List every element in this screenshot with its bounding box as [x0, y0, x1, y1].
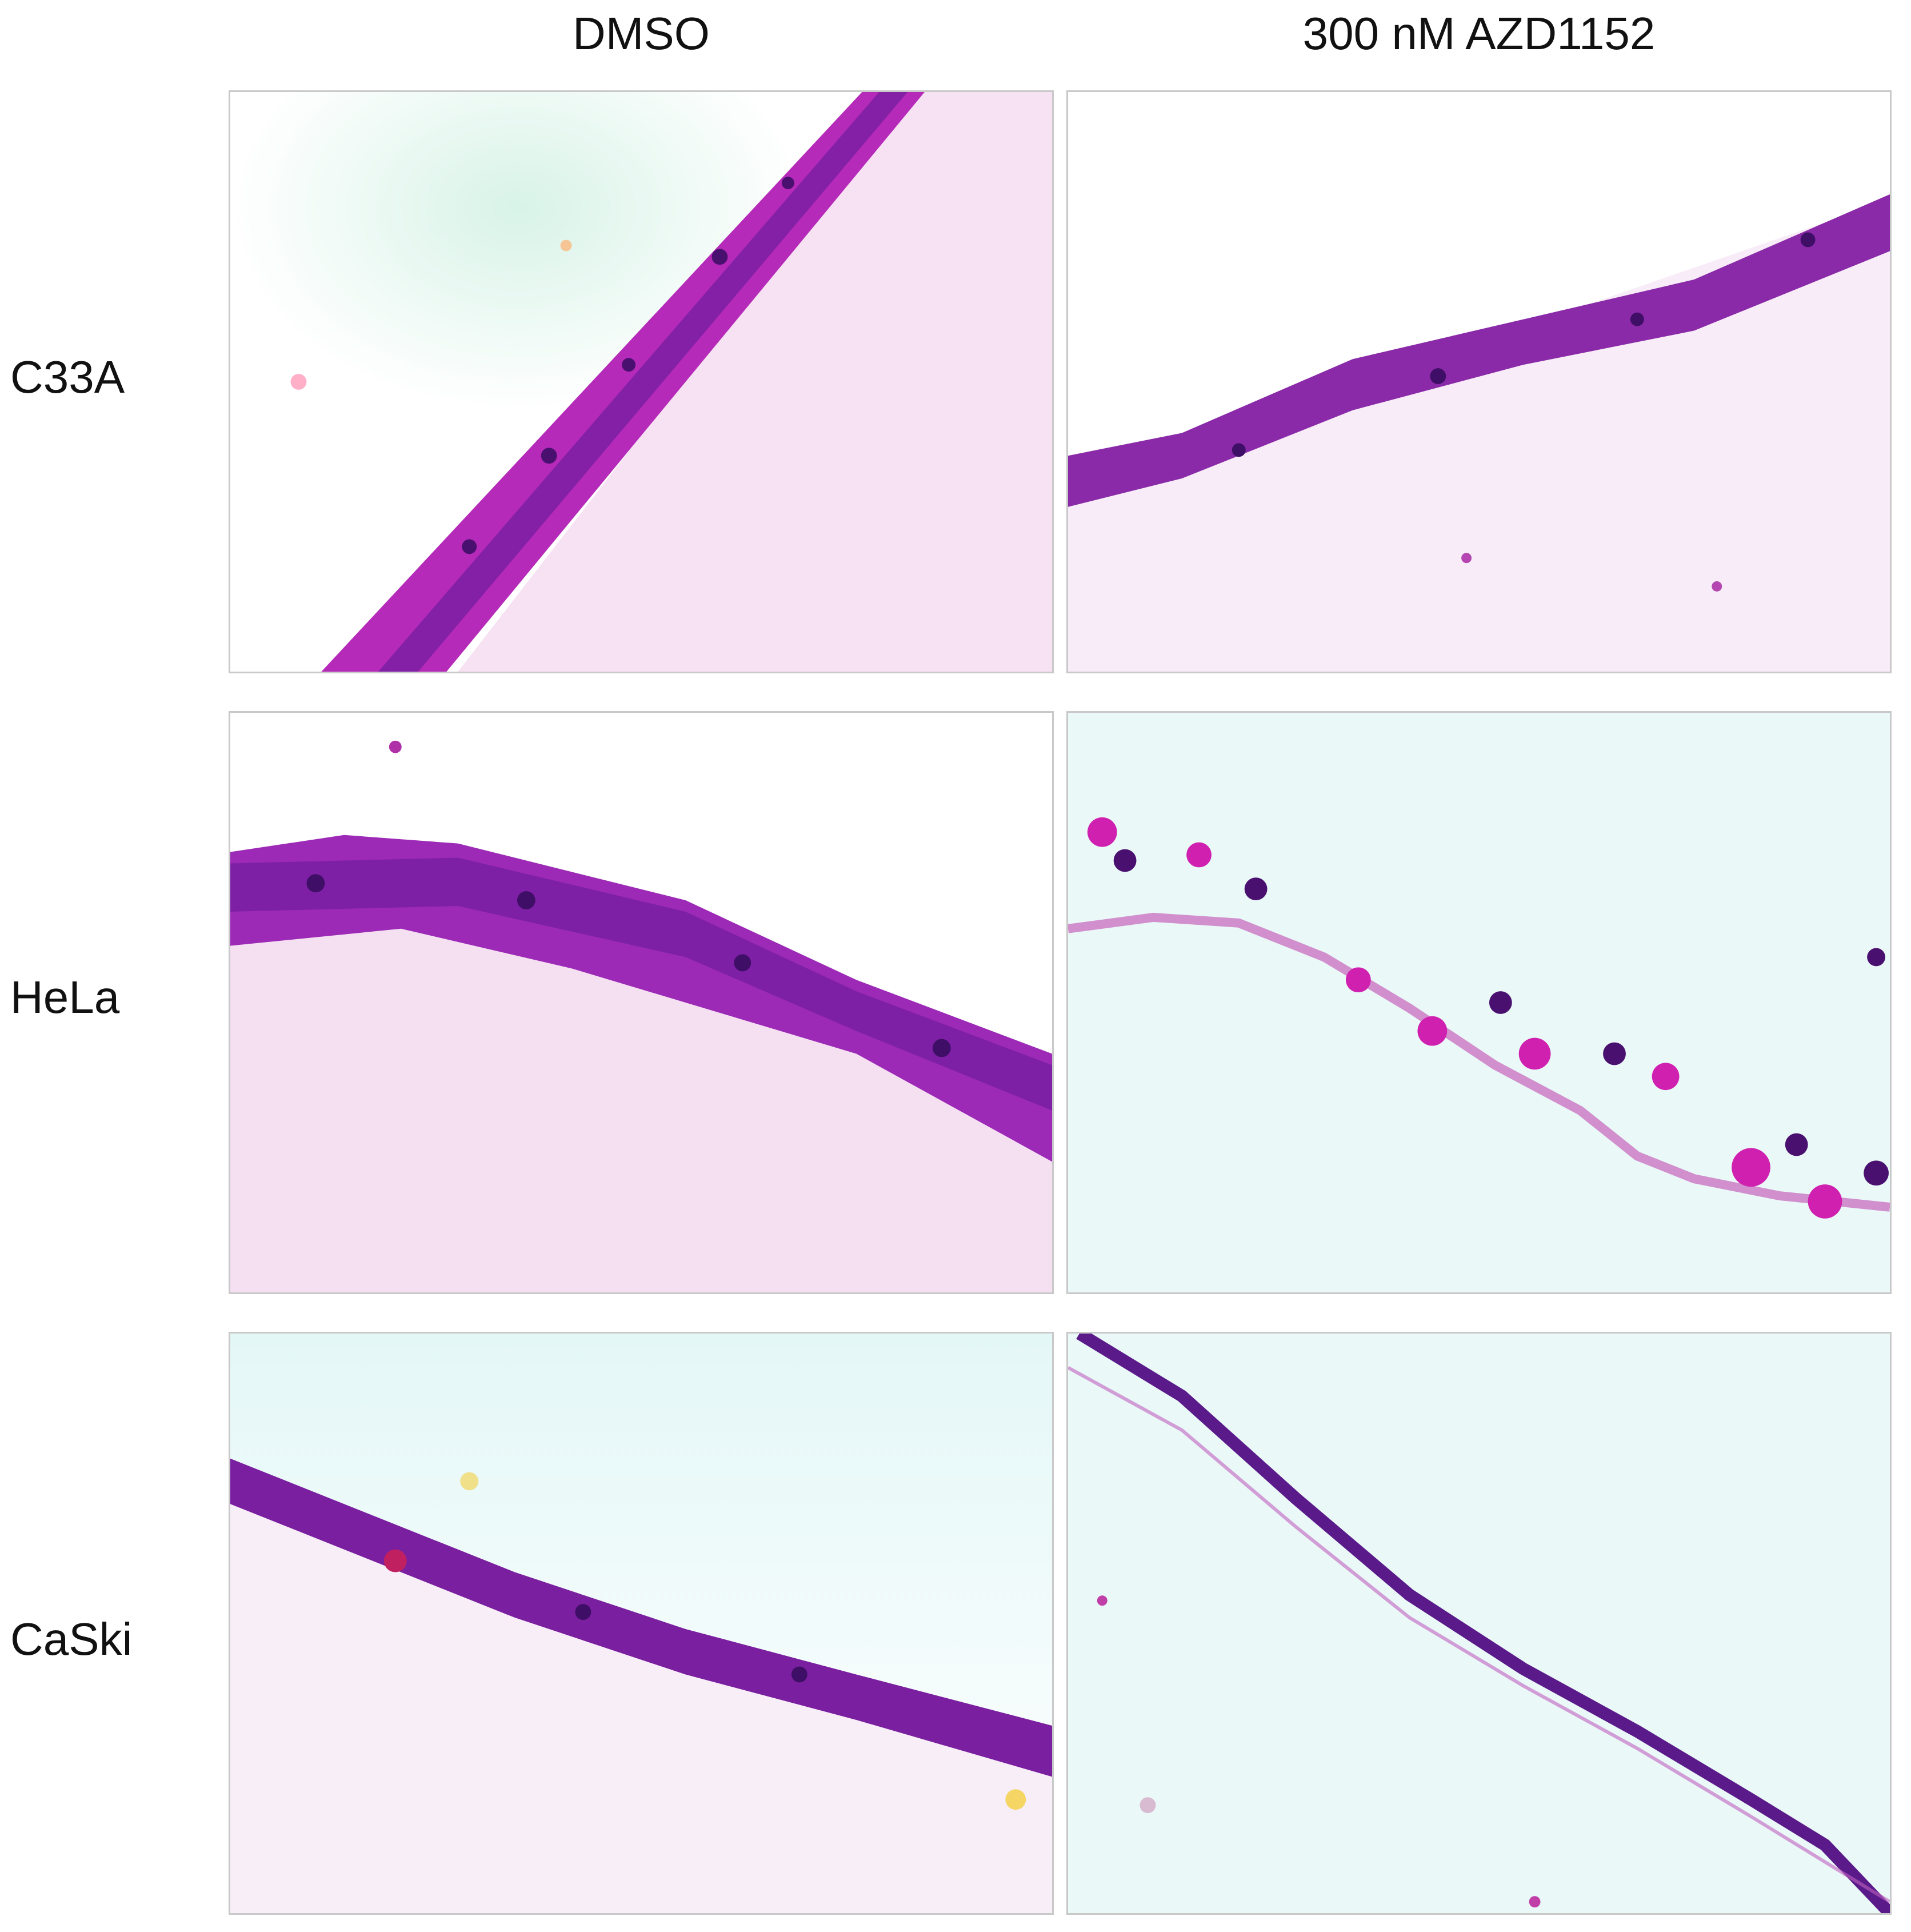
row-label-caski: CaSki [10, 1614, 133, 1664]
column-label-dmso: DMSO [573, 8, 710, 59]
micrograph-caski-dmso [229, 1332, 1054, 1915]
column-label-azd1152: 300 nM AZD1152 [1302, 8, 1656, 59]
row-label-hela: HeLa [10, 972, 120, 1023]
micrograph-c33a-azd1152 [1066, 90, 1892, 673]
micrograph-hela-azd1152 [1066, 711, 1892, 1294]
micrograph-caski-azd1152 [1066, 1332, 1892, 1915]
row-label-c33a: C33A [10, 352, 125, 402]
micrograph-hela-dmso [229, 711, 1054, 1294]
micrograph-c33a-dmso [229, 90, 1054, 673]
